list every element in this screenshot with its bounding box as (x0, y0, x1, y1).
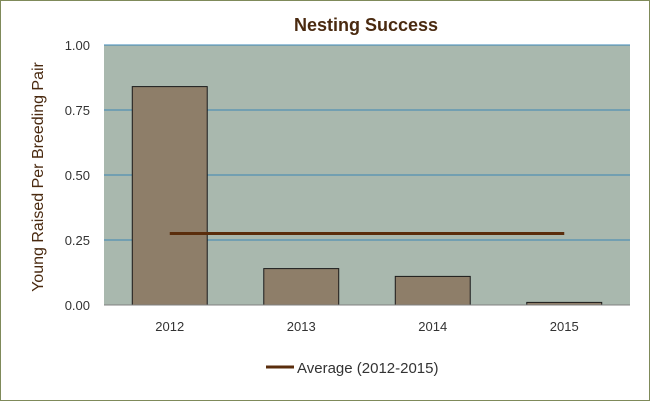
plot-area: 0.00 0.25 0.50 0.75 1.00 2012 2013 2014 2015 (65, 38, 630, 334)
x-tick-label: 2015 (550, 319, 579, 334)
y-axis-label: Young Raised Per Breeding Pair (30, 61, 47, 291)
y-tick-label: 0.00 (65, 298, 90, 313)
x-tick-label: 2013 (287, 319, 316, 334)
bar-2014 (394, 275, 471, 306)
bar-2013 (263, 268, 340, 306)
bar-2012 (131, 86, 208, 306)
x-tick-label: 2012 (155, 319, 184, 334)
y-tick-label: 0.50 (65, 168, 90, 183)
y-tick-label: 0.25 (65, 233, 90, 248)
y-tick-label: 0.75 (65, 103, 90, 118)
legend: Average (2012-2015) (266, 360, 439, 377)
y-tick-label: 1.00 (65, 38, 90, 53)
chart-title: Nesting Success (294, 15, 438, 35)
legend-average-label: Average (2012-2015) (297, 360, 439, 377)
x-tick-label: 2014 (418, 319, 447, 334)
